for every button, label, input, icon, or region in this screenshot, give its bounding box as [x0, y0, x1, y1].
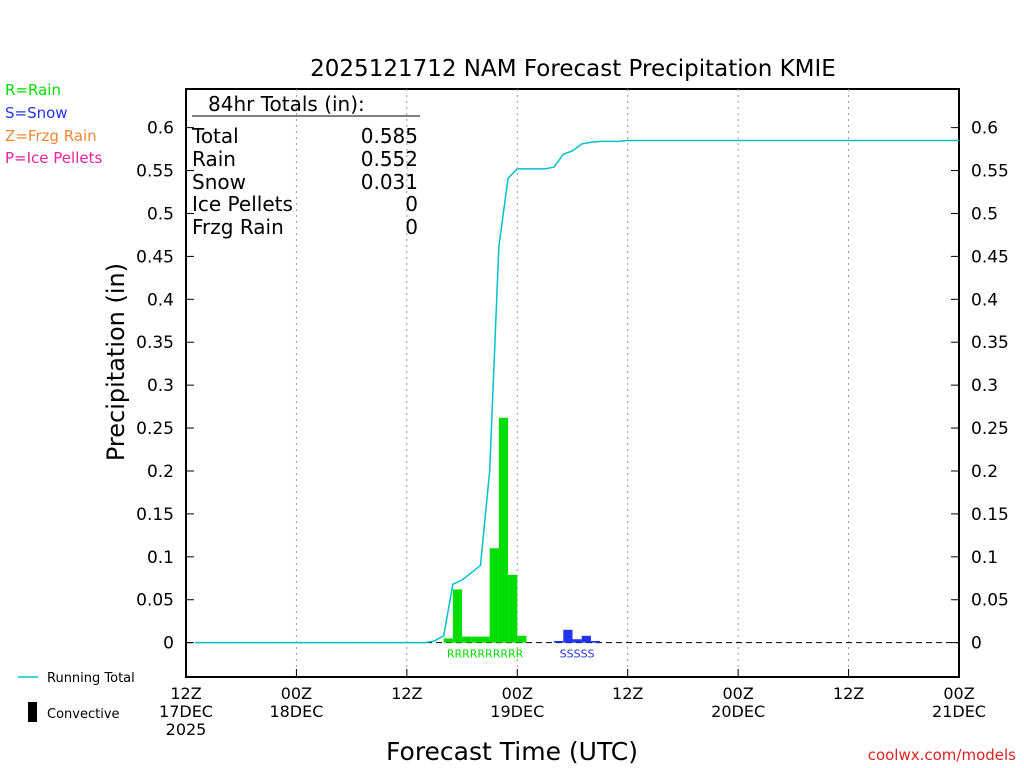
y-tick-label-left-9: 0.45 [136, 247, 174, 267]
running-total-line [195, 139, 959, 644]
y-tick-label-right-7: 0.35 [971, 333, 1009, 353]
grid-lines [295, 89, 850, 677]
rain-bar-6 [498, 417, 509, 643]
y-tick-label-right-11: 0.55 [971, 162, 1009, 182]
y-tick-label-left-1: 0.05 [136, 591, 174, 611]
totals-value-total: 0.585 [361, 124, 418, 148]
y-tick-label-right-4: 0.2 [971, 462, 998, 482]
x-tick-label-0-2: 2025 [166, 720, 207, 739]
x-tick-label-4-0: 12Z [612, 684, 643, 703]
chart-title: 2025121712 NAM Forecast Precipitation KM… [310, 56, 836, 82]
totals-value-rain: 0.552 [361, 147, 418, 171]
y-tick-label-left-7: 0.35 [136, 333, 174, 353]
x-tick-label-0-1: 17DEC [159, 702, 213, 721]
legend-ice-pellets: P=Ice Pellets [5, 149, 102, 167]
y-tick-label-right-6: 0.3 [971, 376, 998, 396]
y-tick-label-right-8: 0.4 [971, 290, 998, 310]
totals-box: 84hr Totals (in): Total 0.585 Rain 0.552… [191, 92, 420, 239]
x-tick-label-0-0: 12Z [170, 684, 201, 703]
x-tick-label-1-1: 18DEC [269, 702, 323, 721]
y-tick-label-left-2: 0.1 [147, 548, 174, 568]
y-tick-label-right-0: 0 [971, 634, 982, 654]
snow-bar-2 [572, 639, 582, 643]
running-total-legend-label: Running Total [47, 671, 135, 686]
totals-label-snow: Snow [192, 170, 246, 194]
rain-bar-2 [462, 636, 472, 643]
totals-label-ice: Ice Pellets [192, 192, 293, 216]
y-axis-left: 0 0.05 0.1 0.15 0.2 0.25 0.3 0.35 0.4 0.45 0.5 0.55… [136, 119, 194, 654]
y-tick-label-right-2: 0.1 [971, 548, 998, 568]
y-tick-label-right-12: 0.6 [971, 119, 998, 139]
x-tick-label-1-0: 00Z [281, 684, 312, 703]
snow-bar-0 [554, 640, 564, 643]
ptype-row-1: SSSSS [560, 648, 595, 661]
rain-bar-0 [443, 638, 453, 643]
y-tick-label-left-0: 0 [163, 634, 174, 654]
x-tick-label-7-0: 00Z [943, 684, 974, 703]
x-tick-label-6-0: 12Z [833, 684, 864, 703]
bottom-legend: Running Total Convective [18, 671, 135, 722]
totals-label-total: Total [191, 124, 239, 148]
rain-bar-8 [517, 635, 527, 643]
convective-legend-label: Convective [47, 707, 120, 722]
y-tick-label-left-8: 0.4 [147, 290, 174, 310]
legend-frzg-rain: Z=Frzg Rain [5, 127, 97, 145]
y-tick-label-left-6: 0.3 [147, 376, 174, 396]
snow-bar-3 [581, 635, 591, 643]
precip-bars [443, 417, 601, 643]
legend-rain: R=Rain [5, 81, 61, 99]
convective-legend-icon [28, 702, 37, 722]
ptype-row-0: RRRRRRRRRR [447, 648, 524, 661]
y-tick-label-right-1: 0.05 [971, 591, 1009, 611]
x-tick-label-3-1: 19DEC [490, 702, 544, 721]
credit-text: coolwx.com/models [868, 746, 1016, 764]
totals-heading: 84hr Totals (in): [208, 92, 365, 116]
y-tick-label-right-10: 0.5 [971, 204, 998, 224]
x-tick-label-5-0: 00Z [722, 684, 753, 703]
y-axis-label: Precipitation (in) [102, 263, 130, 461]
ptype-rows: RRRRRRRRRR SSSSS [447, 648, 595, 661]
y-tick-label-left-4: 0.2 [147, 462, 174, 482]
y-tick-label-left-12: 0.6 [147, 119, 174, 139]
totals-value-ice: 0 [405, 192, 418, 216]
y-tick-label-left-5: 0.25 [136, 419, 174, 439]
totals-value-frzg: 0 [405, 215, 418, 239]
snow-bar-1 [563, 629, 573, 643]
rain-bar-4 [480, 636, 490, 643]
totals-label-rain: Rain [192, 147, 236, 171]
ptype-legend: R=Rain S=Snow Z=Frzg Rain P=Ice Pellets [5, 81, 102, 167]
y-axis-right: 0 0.05 0.1 0.15 0.2 0.25 0.3 0.35 0.4 0.45 0.5 0.55… [951, 119, 1009, 654]
y-tick-label-left-11: 0.55 [136, 162, 174, 182]
y-tick-label-left-10: 0.5 [147, 204, 174, 224]
legend-snow: S=Snow [5, 104, 68, 122]
rain-bar-1 [452, 589, 463, 643]
plot-frame [185, 88, 960, 678]
rain-bar-7 [508, 574, 518, 643]
rain-bar-3 [471, 636, 481, 643]
x-tick-label-2-0: 12Z [391, 684, 422, 703]
snow-bar-4 [590, 640, 601, 643]
totals-label-frzg: Frzg Rain [192, 215, 284, 239]
totals-value-snow: 0.031 [361, 170, 418, 194]
x-tick-label-5-1: 20DEC [711, 702, 765, 721]
rain-bar-5 [489, 548, 499, 643]
x-axis-label: Forecast Time (UTC) [386, 737, 638, 766]
x-tick-label-3-0: 00Z [502, 684, 533, 703]
y-tick-label-right-3: 0.15 [971, 505, 1009, 525]
y-tick-label-right-9: 0.45 [971, 247, 1009, 267]
x-tick-label-7-1: 21DEC [932, 702, 986, 721]
y-tick-label-left-3: 0.15 [136, 505, 174, 525]
y-tick-label-right-5: 0.25 [971, 419, 1009, 439]
